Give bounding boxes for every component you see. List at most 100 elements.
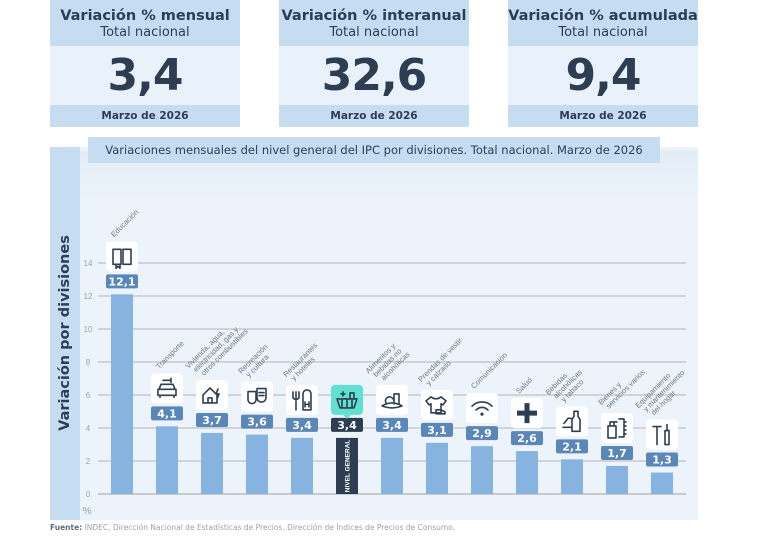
- kpi-value: 3,4: [107, 50, 184, 101]
- kpi-accumulated: Variación % acumulada Total nacional 9,4…: [508, 0, 698, 127]
- kpi-subtitle: Total nacional: [558, 25, 648, 40]
- bar: [606, 465, 628, 494]
- value-label-box: [466, 426, 498, 441]
- bar-inner-label: NIVEL GENERAL: [345, 440, 352, 493]
- value-label-box: [286, 417, 318, 432]
- category-label: Educación: [109, 208, 140, 239]
- bar-group: 3,4 Alimentos ybebidas noalcohólicas: [363, 338, 412, 494]
- theater-masks-icon: [247, 387, 267, 405]
- y-axis-band: [50, 147, 80, 520]
- source-label: Fuente:: [50, 523, 83, 532]
- y-tick-label: 8: [86, 358, 91, 367]
- health-cross-icon: [517, 403, 537, 424]
- bar-group: 2,9 Comunicación: [466, 351, 509, 494]
- kpi-body: 32,6: [279, 46, 469, 105]
- kpi-value: 9,4: [565, 50, 642, 101]
- value-label-box: [241, 414, 273, 429]
- value-label: 3,6: [247, 416, 267, 429]
- category-label: Alimentos ybebidas noalcohólicas: [363, 338, 411, 386]
- value-label-box: [196, 412, 228, 427]
- icon-tile: [286, 384, 318, 415]
- icon-shape: [381, 393, 403, 409]
- value-label-box: [511, 431, 543, 446]
- kpi-period: Marzo de 2026: [508, 105, 698, 127]
- kpi-header: Variación % interanual Total nacional: [279, 0, 469, 46]
- kpi-body: 9,4: [508, 46, 698, 105]
- bar: [156, 426, 178, 494]
- kpi-period: Marzo de 2026: [279, 105, 469, 127]
- tshirt-shoe-icon: [425, 396, 447, 415]
- category-label: Salud: [514, 376, 534, 396]
- value-label-box: [376, 417, 408, 432]
- bar: [111, 294, 133, 494]
- bar-group: 2,6 Salud: [511, 376, 543, 494]
- kpi-header: Variación % mensual Total nacional: [50, 0, 240, 46]
- value-label: 3,4: [382, 419, 402, 432]
- value-label: 1,7: [607, 447, 627, 460]
- icon-tile: [106, 241, 138, 272]
- bar-group: 12,1 Educación: [106, 208, 140, 494]
- icon-shape: [112, 248, 132, 270]
- category-label-line: Comunicación: [469, 351, 509, 391]
- category-label: Transporte: [154, 339, 186, 371]
- bar: [471, 446, 493, 494]
- y-tick-label: 0: [86, 490, 91, 499]
- kpi-title: Variación % acumulada: [508, 8, 698, 24]
- bar-group: NIVEL GENERAL 3,4: [331, 384, 363, 494]
- icon-shape: [425, 396, 447, 415]
- icon-shape: [480, 412, 484, 416]
- y-tick-label: 14: [84, 259, 93, 268]
- icon-shape: [607, 418, 627, 439]
- kpi-title: Variación % mensual: [60, 8, 230, 24]
- value-label: 4,1: [157, 407, 177, 420]
- y-tick-label: 6: [86, 391, 91, 400]
- value-label: 1,3: [652, 454, 672, 467]
- car-icon: [157, 377, 177, 399]
- bar: [336, 437, 358, 494]
- category-label: Bebidasalcohólicasy tabaco: [543, 362, 589, 408]
- bar: [381, 437, 403, 494]
- bar: [201, 432, 223, 494]
- icon-shape: [471, 401, 493, 411]
- icon-shape: [247, 387, 267, 405]
- y-tick-label: 4: [86, 424, 91, 433]
- value-label-box: [646, 452, 678, 467]
- bottle-icon: [562, 410, 581, 433]
- kpi-value: 32,6: [321, 50, 428, 101]
- source-note: Fuente: INDEC, Dirección Nacional de Est…: [50, 523, 455, 532]
- bar: [561, 459, 583, 494]
- wifi-icon: [471, 401, 493, 416]
- spray-comb-icon: [607, 418, 627, 439]
- shopping-basket-icon: [336, 391, 358, 409]
- kpi-header: Variación % acumulada Total nacional: [508, 0, 698, 46]
- category-label-line: Educación: [109, 208, 140, 239]
- value-label-box: [556, 439, 588, 454]
- icon-shape: [562, 410, 581, 433]
- value-label-box: [106, 274, 138, 289]
- icon-tile: [421, 389, 453, 420]
- kpi-body: 3,4: [50, 46, 240, 105]
- icon-shape: [157, 377, 177, 399]
- icon-tile: [601, 412, 633, 443]
- chart-title: Variaciones mensuales del nivel general …: [88, 137, 660, 163]
- value-label-box: [601, 445, 633, 460]
- icon-tile: [151, 373, 183, 404]
- book-icon: [112, 248, 132, 270]
- icon-tile: [646, 419, 678, 450]
- value-label: 3,4: [337, 419, 357, 432]
- value-label: 2,6: [517, 432, 537, 445]
- y-tick-label: 2: [86, 457, 91, 466]
- bar: [291, 437, 313, 494]
- source-text: INDEC, Dirección Nacional de Estadística…: [82, 523, 456, 532]
- category-label-line: Transporte: [154, 339, 186, 371]
- icon-shape: [202, 387, 220, 404]
- bar: [651, 472, 673, 494]
- y-unit-label: %: [83, 506, 92, 517]
- value-label: 3,1: [427, 424, 447, 437]
- kpi-subtitle: Total nacional: [100, 25, 190, 40]
